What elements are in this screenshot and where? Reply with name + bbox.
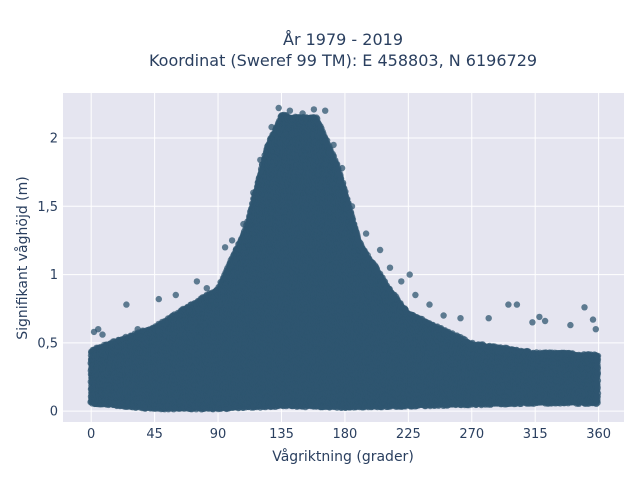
data-points [87, 104, 602, 413]
